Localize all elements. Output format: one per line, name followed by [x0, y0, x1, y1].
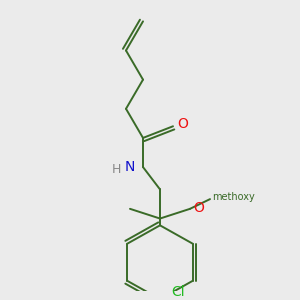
Text: Cl: Cl: [171, 285, 185, 298]
Text: O: O: [193, 201, 204, 215]
Text: H: H: [112, 164, 121, 176]
Text: N: N: [124, 160, 135, 174]
Text: methoxy: methoxy: [212, 192, 255, 202]
Text: O: O: [177, 117, 188, 131]
